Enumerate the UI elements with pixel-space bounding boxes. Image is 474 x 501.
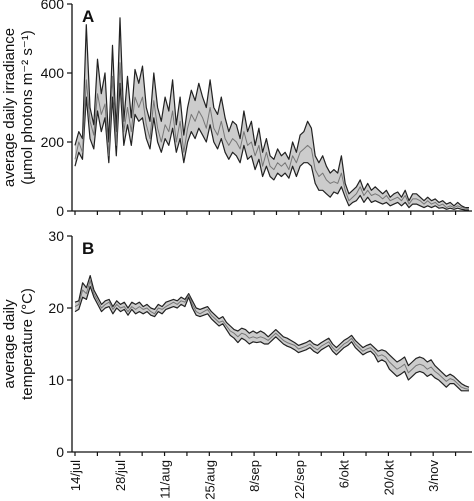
- panel-b-y-tick-label: 0: [56, 444, 64, 460]
- panel-b-x-tick-label: 22/sep: [292, 460, 307, 499]
- panel-b-y-tick-label: 30: [48, 228, 64, 244]
- panel-a-y-axis-units: (µmol photons m⁻² s⁻¹): [19, 30, 36, 185]
- panel-a-lower-line: [74, 82, 470, 211]
- panel-b-letter: B: [82, 239, 94, 258]
- panel-b-y-axis-units: temperature (°C): [19, 288, 36, 400]
- panel-b-y-tick-label: 10: [48, 372, 64, 388]
- panel-a-y-tick-label: 600: [41, 0, 65, 12]
- panel-a-letter: A: [82, 7, 94, 26]
- panel-a-y-axis-title: average daily irradiance: [1, 28, 18, 187]
- panel-b-x-tick-label: 8/sep: [247, 460, 262, 492]
- panel-b-mean-line: [74, 280, 470, 390]
- panel-a-y-tick-label: 200: [41, 134, 65, 150]
- panel-b-x-tick-label: 25/aug: [202, 460, 217, 500]
- panel-b-x-tick-label: 20/okt: [381, 460, 396, 496]
- panel-a-mean-line: [74, 62, 470, 210]
- panel-b-y-tick-label: 20: [48, 300, 64, 316]
- panel-b-x-tick-label: 14/jul: [68, 460, 83, 491]
- panel-b-upper-line: [74, 275, 470, 388]
- panel-b-x-tick-label: 11/aug: [158, 460, 173, 499]
- panel-b-lower-line: [74, 285, 469, 392]
- panel-a-y-tick-label: 0: [56, 203, 64, 219]
- panel-b-x-tick-label: 3/nov: [426, 460, 441, 492]
- panel-b-x-tick-label: 6/okt: [337, 460, 352, 489]
- panel-a-range-band: [75, 17, 469, 211]
- panel-a-y-tick-label: 400: [41, 65, 65, 81]
- panel-b-y-axis-title: average daily: [1, 299, 18, 389]
- panel-b-x-tick-label: 28/jul: [113, 460, 128, 491]
- panel-a-upper-line: [74, 17, 469, 209]
